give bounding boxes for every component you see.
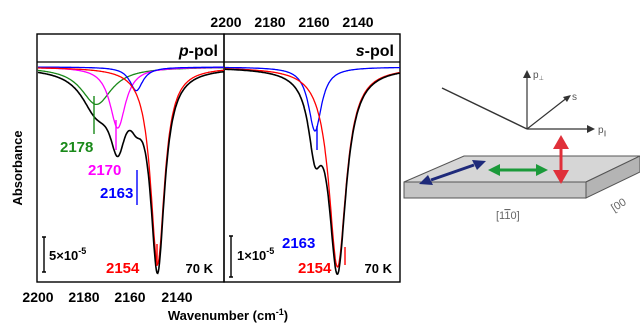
scale-times: × bbox=[244, 248, 252, 263]
spectrum-2154 bbox=[225, 68, 401, 268]
s-axis bbox=[526, 96, 569, 130]
p-par-label: p∥ bbox=[598, 125, 607, 137]
scale-base: 5 bbox=[49, 248, 56, 263]
top-tick-label: 2180 bbox=[254, 14, 285, 30]
top-tick-label: 2160 bbox=[298, 14, 329, 30]
top-x-axis: 2200 2180 2160 2140 bbox=[210, 14, 373, 30]
right-temperature: 70 K bbox=[365, 261, 393, 276]
top-tick-label: 2200 bbox=[210, 14, 241, 30]
scale-base: 1 bbox=[237, 248, 244, 263]
normal-arrow-head-top bbox=[553, 135, 569, 149]
scale-times: × bbox=[56, 248, 64, 263]
scale-exp: -5 bbox=[78, 246, 86, 256]
peak-label-2170: 2170 bbox=[88, 162, 121, 179]
left-scale-bar: 5×10-5 bbox=[42, 236, 86, 273]
p-perp-letter: p bbox=[533, 70, 539, 81]
bottom-x-axis: 2200 2180 2160 2140 bbox=[22, 289, 192, 305]
x-axis-label-close: ) bbox=[284, 308, 288, 323]
right-panel-frame bbox=[223, 33, 401, 283]
bottom-tick-label: 2140 bbox=[161, 289, 192, 305]
incident-beam bbox=[441, 87, 528, 130]
left-peak-markers bbox=[93, 96, 158, 266]
green-arrow-head-left bbox=[488, 164, 500, 176]
left-title-italic: p bbox=[178, 43, 189, 60]
right-scale-bar-label: 1×10-5 bbox=[237, 246, 274, 263]
spectrum-2163 bbox=[38, 66, 224, 92]
scale-power: 10 bbox=[64, 248, 78, 263]
navy-arrow-shaft bbox=[430, 163, 475, 182]
left-panel-title: p-pol bbox=[178, 43, 218, 60]
left-scale-bar-line bbox=[42, 236, 46, 273]
crystal-direction-2: [00 bbox=[609, 196, 628, 214]
p-par-arrowhead bbox=[587, 125, 595, 133]
crystal-direction-1: [110] bbox=[496, 210, 520, 222]
right-panel-curves bbox=[224, 66, 401, 275]
spectrum-fit-total bbox=[38, 70, 225, 275]
x-axis-label-sup: -1 bbox=[276, 307, 284, 317]
bottom-tick-label: 2160 bbox=[114, 289, 145, 305]
crystal-side-face bbox=[585, 155, 640, 199]
scale-exp: -5 bbox=[266, 246, 274, 256]
p-perp-arrowhead bbox=[523, 70, 531, 78]
dir-1-bar: 1 bbox=[504, 210, 510, 222]
s-arrowhead bbox=[563, 95, 571, 102]
p-perp-label: p⊥ bbox=[533, 70, 544, 82]
x-axis-label-text: Wavenumber (cm bbox=[168, 308, 276, 323]
right-scale-bar-line bbox=[229, 235, 233, 278]
bottom-tick-label: 2180 bbox=[68, 289, 99, 305]
peak-label-2154: 2154 bbox=[298, 260, 332, 277]
left-panel-curves bbox=[37, 66, 225, 275]
right-title-rest: -pol bbox=[365, 43, 394, 60]
right-scale-bar: 1×10-5 bbox=[229, 235, 274, 278]
navy-arrow-head-right bbox=[472, 160, 486, 170]
s-label: s bbox=[572, 92, 577, 103]
peak-label-2163: 2163 bbox=[100, 185, 133, 202]
normal-arrow-head-bottom bbox=[553, 170, 569, 184]
right-panel-title: s-pol bbox=[356, 43, 394, 60]
dir-1-open: [1 bbox=[496, 210, 505, 222]
geometry-schematic: p⊥ s p∥ [110] [00 bbox=[403, 70, 640, 222]
left-temperature: 70 K bbox=[186, 261, 214, 276]
y-axis-label: Absorbance bbox=[10, 130, 25, 205]
right-title-italic: s bbox=[356, 43, 365, 60]
p-par-letter: p bbox=[598, 125, 604, 136]
p-perp-sub: ⊥ bbox=[539, 75, 544, 82]
peak-label-2154: 2154 bbox=[106, 260, 140, 277]
dir-1-close: 0] bbox=[510, 210, 519, 222]
green-arrow-head-right bbox=[536, 164, 548, 176]
navy-arrow-head-left bbox=[419, 175, 433, 185]
spectrum-2163 bbox=[225, 66, 400, 132]
peak-label-2178: 2178 bbox=[60, 139, 93, 156]
spectrum-2154 bbox=[38, 67, 224, 266]
top-tick-label: 2140 bbox=[342, 14, 373, 30]
bottom-tick-label: 2200 bbox=[22, 289, 53, 305]
scale-power: 10 bbox=[252, 248, 266, 263]
right-peak-markers bbox=[316, 126, 346, 265]
p-par-sub: ∥ bbox=[604, 130, 607, 137]
left-panel-frame bbox=[36, 33, 225, 283]
x-axis-label: Wavenumber (cm-1) bbox=[168, 307, 288, 323]
left-title-rest: -pol bbox=[189, 43, 218, 60]
spectrum-fit-total bbox=[224, 68, 401, 275]
left-scale-bar-label: 5×10-5 bbox=[49, 246, 86, 263]
peak-label-2163: 2163 bbox=[282, 235, 315, 252]
